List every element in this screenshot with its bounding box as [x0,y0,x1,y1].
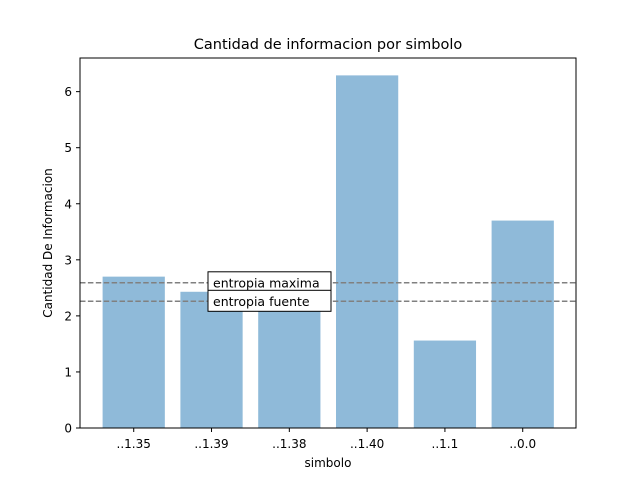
y-tick-label: 2 [64,309,72,323]
x-tick-label: ..0.0 [509,437,536,451]
y-tick-label: 6 [64,85,72,99]
bar [102,276,165,428]
reference-label: entropia fuente [213,294,310,309]
x-tick-label: ..1.40 [350,437,384,451]
bar [180,291,243,428]
y-tick-label: 1 [64,365,72,379]
y-axis-label: Cantidad De Informacion [41,168,55,318]
y-tick-label: 5 [64,141,72,155]
bar [336,75,399,428]
x-tick-label: ..1.1 [432,437,459,451]
x-axis-label: simbolo [305,456,352,470]
bar [258,302,321,428]
x-tick-label: ..1.39 [194,437,228,451]
y-tick-label: 0 [64,422,72,436]
x-tick-label: ..1.35 [117,437,151,451]
bar [491,220,554,428]
bar [413,340,477,428]
chart-title: Cantidad de informacion por simbolo [194,37,463,53]
y-tick-label: 4 [64,197,72,211]
reference-label-box [207,289,332,312]
reference-label: entropia maxima [213,275,320,290]
plot-frame [79,57,577,429]
x-tick-label: ..1.38 [272,437,306,451]
y-tick-label: 3 [64,253,72,267]
